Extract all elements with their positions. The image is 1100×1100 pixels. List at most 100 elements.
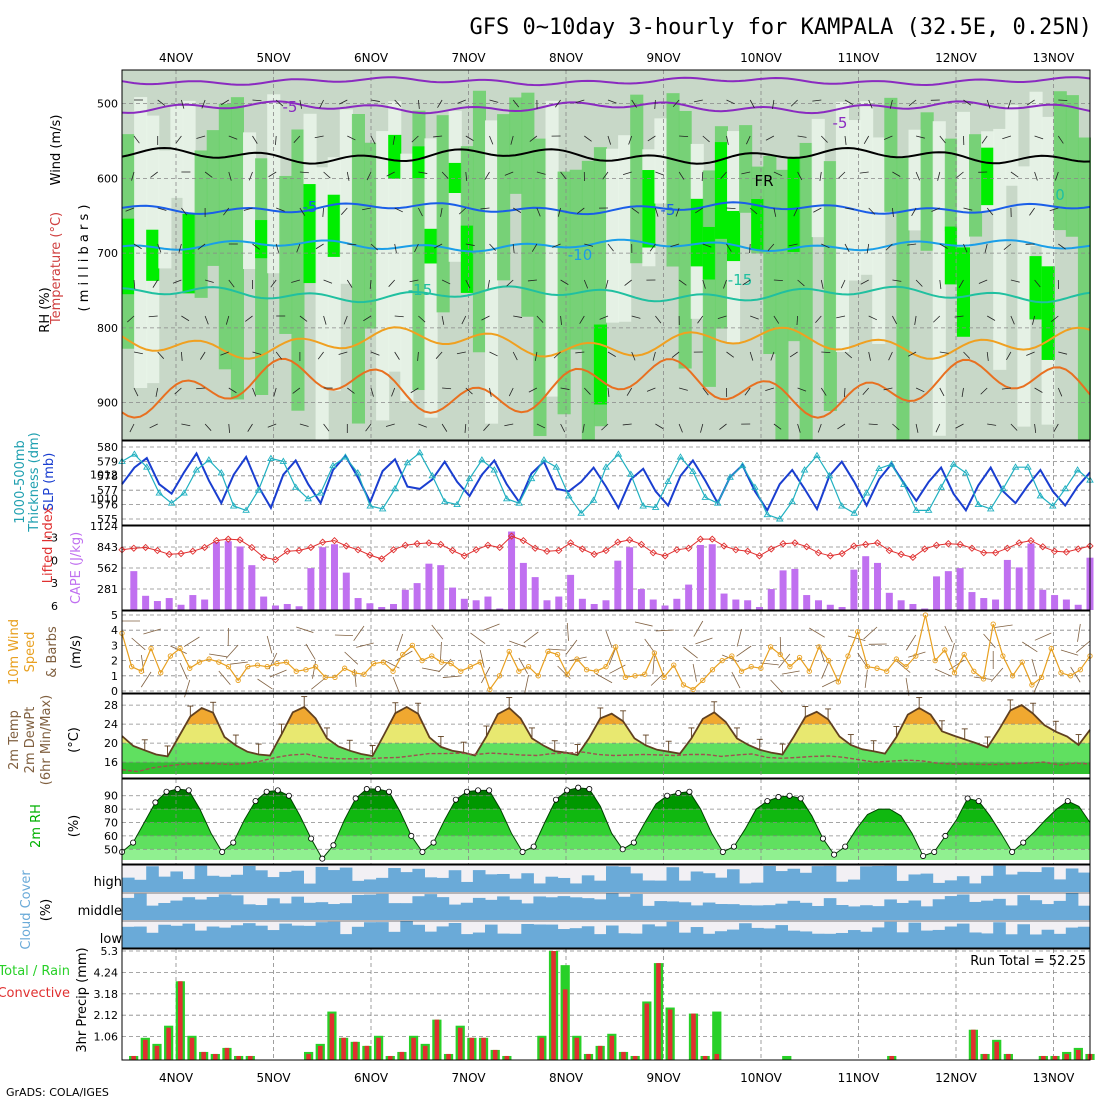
wind-barb xyxy=(1034,171,1038,181)
wind10-point xyxy=(574,656,580,662)
wind10-barb xyxy=(225,644,239,659)
cape-bar xyxy=(1015,567,1023,610)
wind-barb xyxy=(963,207,973,211)
wind10-point xyxy=(496,673,503,679)
cloud-cell xyxy=(981,875,994,892)
cape-bar xyxy=(980,598,988,610)
cloud-cell xyxy=(1077,926,1091,948)
wind-barb xyxy=(844,135,847,145)
cape-bar xyxy=(578,598,586,610)
slp-thickness-label2: Thickness (dm) xyxy=(27,432,42,532)
cloud-cell xyxy=(170,900,183,920)
rh-point xyxy=(1020,839,1027,846)
cape-bar xyxy=(224,541,232,610)
thickness-point xyxy=(192,466,201,473)
cloud-cell xyxy=(799,931,813,948)
wind10-barb xyxy=(431,624,444,640)
rh-band xyxy=(122,795,1090,810)
li-point xyxy=(307,543,315,552)
wind-barb xyxy=(1003,243,1012,250)
contour-label: 0 xyxy=(1055,186,1065,204)
li-line xyxy=(121,535,1091,561)
cloud-cell xyxy=(376,922,389,948)
wind10-point xyxy=(613,644,619,650)
cape-bar xyxy=(177,604,185,610)
wind-barb xyxy=(892,315,897,325)
cloud-cell xyxy=(932,882,946,892)
cape-tick: 562 xyxy=(97,562,118,575)
wind10-point xyxy=(690,686,696,693)
cloud-cell xyxy=(872,906,885,920)
wind-barb xyxy=(196,135,206,139)
thickness-tick: 580 xyxy=(97,441,118,454)
wind10-point xyxy=(913,653,919,659)
wind-barb xyxy=(931,207,940,212)
wind-barb xyxy=(247,423,253,432)
cloud-cell xyxy=(412,868,425,892)
wind10-point xyxy=(593,668,599,674)
cape-bar xyxy=(130,571,138,610)
cloud-cell xyxy=(787,930,801,948)
cloud-cell xyxy=(969,901,982,920)
li-point xyxy=(625,536,634,544)
cloud-cell xyxy=(230,874,244,892)
cloud-cell xyxy=(1077,905,1091,920)
cloud-cell xyxy=(485,874,498,892)
precip-tick: 2.12 xyxy=(94,1009,119,1022)
wind-barb xyxy=(560,387,570,390)
cloud-cell xyxy=(134,926,147,948)
wind-barb xyxy=(868,207,876,215)
wind10-barb xyxy=(609,664,626,674)
wind-barb xyxy=(366,171,372,181)
cape-bar xyxy=(649,599,657,610)
cloud-cell xyxy=(182,879,196,892)
cloud-cell xyxy=(206,926,220,948)
cape-bar xyxy=(921,608,929,610)
wind-barb xyxy=(339,99,348,105)
rh-cell-high xyxy=(1029,256,1043,320)
wind-barb xyxy=(458,207,467,215)
wind-barb xyxy=(866,243,870,253)
wind10-point xyxy=(874,665,880,671)
conv-bar xyxy=(178,981,183,1060)
wind-barb xyxy=(749,99,755,109)
cloud-cell xyxy=(593,880,607,892)
li-point xyxy=(413,540,421,548)
rh-cell-high xyxy=(182,213,196,294)
wind-barb xyxy=(937,171,941,181)
wind-barb xyxy=(986,207,994,216)
rh-cell xyxy=(497,114,511,281)
wind-barb xyxy=(370,387,374,397)
cloud-cell xyxy=(727,929,740,948)
cloud-cell xyxy=(339,903,353,920)
wind-barb xyxy=(892,279,902,282)
rh-cell-high xyxy=(448,162,462,193)
rh-point xyxy=(842,843,849,850)
wind-barb xyxy=(489,387,492,397)
wind-barb xyxy=(607,135,612,145)
wind-barb xyxy=(812,99,822,102)
thickness-point xyxy=(1048,502,1057,509)
wind-barb xyxy=(655,171,664,176)
rh-cell xyxy=(969,134,983,237)
wind-barb xyxy=(149,423,158,429)
wind-barb xyxy=(370,135,376,145)
wind-barb xyxy=(299,423,309,427)
cloud-cell xyxy=(218,927,232,948)
wind-barb xyxy=(813,207,822,213)
rh-point xyxy=(630,839,637,846)
rh-point xyxy=(530,843,537,850)
wind10-barb xyxy=(948,659,965,671)
rh-cell xyxy=(799,142,813,440)
conv-bar xyxy=(352,1041,358,1060)
wind-barb xyxy=(536,315,544,323)
wind-barb xyxy=(512,207,522,213)
wind-barb xyxy=(552,243,561,248)
wind-barb xyxy=(868,315,878,321)
cloud-cell xyxy=(424,877,438,892)
wind-barb xyxy=(1026,99,1035,106)
thickness-point xyxy=(1073,466,1082,473)
conv-bar xyxy=(236,1055,241,1060)
wind-barb xyxy=(323,423,330,432)
wind10-point xyxy=(458,668,464,674)
